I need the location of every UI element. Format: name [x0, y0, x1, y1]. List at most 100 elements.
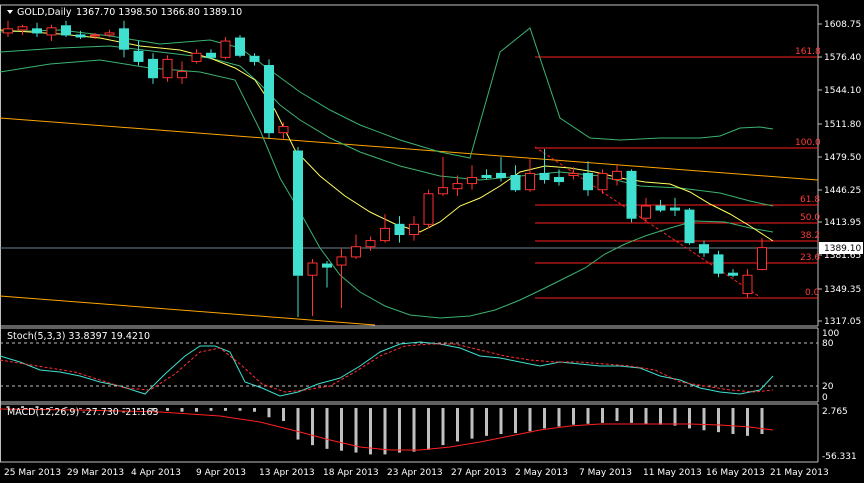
candle-body — [293, 150, 303, 276]
candle[interactable] — [525, 159, 535, 192]
candle[interactable] — [583, 161, 593, 196]
candle[interactable] — [394, 216, 405, 243]
candle[interactable] — [467, 165, 477, 190]
candle[interactable] — [423, 189, 434, 229]
candle-body — [554, 176, 564, 183]
macd-bar — [586, 408, 590, 424]
candle[interactable] — [133, 41, 144, 66]
candle[interactable] — [264, 59, 274, 139]
candle[interactable] — [119, 20, 129, 58]
macd-bar — [6, 406, 10, 408]
candle-body — [191, 52, 202, 62]
fib-label: 50.0 — [800, 213, 820, 223]
candle-body — [365, 240, 376, 248]
candle-body — [264, 64, 274, 134]
fibonacci-retracement[interactable]: 161.8 100.0 61.8 50.0 38.2 23.6 0.0 — [534, 47, 821, 299]
trendline-upper[interactable] — [0, 117, 819, 181]
candle[interactable] — [438, 157, 448, 196]
candle[interactable] — [757, 238, 767, 271]
candle[interactable] — [191, 49, 202, 64]
collapse-arrow-icon[interactable] — [7, 10, 13, 14]
candle[interactable] — [177, 61, 187, 84]
macd-bar — [427, 408, 430, 450]
macd-bar — [50, 407, 53, 409]
macd-indicator[interactable]: MACD(12,26,9) -27.730 -21.163 2.765 -56.… — [0, 406, 857, 462]
candle[interactable] — [32, 22, 42, 37]
macd-axis-label: 2.765 — [822, 407, 848, 417]
candle[interactable] — [699, 240, 709, 257]
candle[interactable] — [742, 269, 753, 298]
candle[interactable] — [249, 53, 260, 66]
candle[interactable] — [336, 248, 347, 308]
candle[interactable] — [293, 146, 303, 317]
candle[interactable] — [626, 169, 637, 223]
candle[interactable] — [641, 197, 651, 223]
date-axis[interactable]: 25 Mar 2013 29 Mar 2013 4 Apr 2013 9 Apr… — [4, 468, 829, 478]
candle[interactable] — [3, 20, 13, 37]
candle[interactable] — [17, 24, 28, 35]
candle[interactable] — [365, 236, 376, 251]
macd-bar — [499, 408, 503, 434]
price-tick-label: 1446.25 — [824, 186, 861, 196]
candle[interactable] — [568, 167, 579, 180]
candle[interactable] — [496, 157, 506, 182]
price-tick-label: 1479.50 — [824, 153, 861, 163]
candle[interactable] — [510, 165, 521, 192]
candle-body — [510, 174, 521, 191]
candle[interactable] — [409, 216, 419, 241]
candle[interactable] — [655, 199, 666, 213]
candle-body — [699, 244, 709, 254]
candle[interactable] — [670, 197, 680, 217]
macd-axis-label: -56.331 — [822, 452, 857, 462]
candle[interactable] — [380, 214, 390, 243]
candle-body — [757, 247, 767, 270]
candlestick-series[interactable] — [3, 20, 767, 317]
candle[interactable] — [481, 169, 492, 180]
stoch-axis-label: 100 — [822, 329, 839, 339]
stochastic-oscillator[interactable]: Stoch(5,3,3) 33.8397 19.4210 100 80 20 0 — [0, 329, 839, 403]
candle[interactable] — [728, 269, 738, 278]
macd-bar — [441, 408, 445, 446]
candle[interactable] — [554, 169, 564, 186]
candle[interactable] — [206, 49, 216, 60]
macd-bar — [151, 408, 155, 411]
macd-bar — [702, 408, 706, 431]
macd-bar — [383, 408, 387, 455]
candle[interactable] — [322, 260, 332, 288]
macd-bar — [644, 408, 648, 424]
macd-bar — [93, 408, 97, 409]
candle[interactable] — [597, 169, 608, 194]
candle-body — [322, 263, 332, 268]
candle[interactable] — [539, 148, 550, 184]
candle[interactable] — [235, 34, 245, 58]
date-label: 27 Apr 2013 — [451, 468, 507, 478]
macd-bar — [195, 408, 198, 412]
candle[interactable] — [162, 55, 173, 82]
price-tick: 1576.40 — [818, 53, 861, 63]
candle[interactable] — [46, 24, 57, 42]
candle[interactable] — [713, 250, 724, 278]
candle[interactable] — [104, 29, 115, 37]
candle[interactable] — [307, 258, 318, 316]
stoch-panel[interactable] — [0, 327, 819, 403]
candle[interactable] — [61, 20, 71, 37]
fib-label: 161.8 — [795, 47, 821, 57]
macd-panel[interactable] — [0, 403, 819, 463]
candle[interactable] — [612, 165, 622, 186]
candle[interactable] — [148, 53, 158, 84]
candle[interactable] — [278, 122, 289, 139]
price-axis[interactable]: 1608.75 1576.40 1544.10 1511.80 1479.50 … — [818, 20, 863, 327]
macd-bar — [79, 408, 82, 409]
candle-body — [90, 34, 100, 37]
trendline-lower[interactable] — [0, 295, 376, 326]
candle[interactable] — [684, 208, 695, 245]
candle[interactable] — [351, 234, 361, 259]
candle[interactable] — [90, 32, 100, 40]
candle-body — [641, 205, 651, 219]
candle-body — [626, 170, 637, 219]
candle[interactable] — [75, 30, 86, 40]
date-label: 7 May 2013 — [579, 468, 632, 478]
candle[interactable] — [452, 175, 463, 196]
candle[interactable] — [220, 36, 231, 60]
